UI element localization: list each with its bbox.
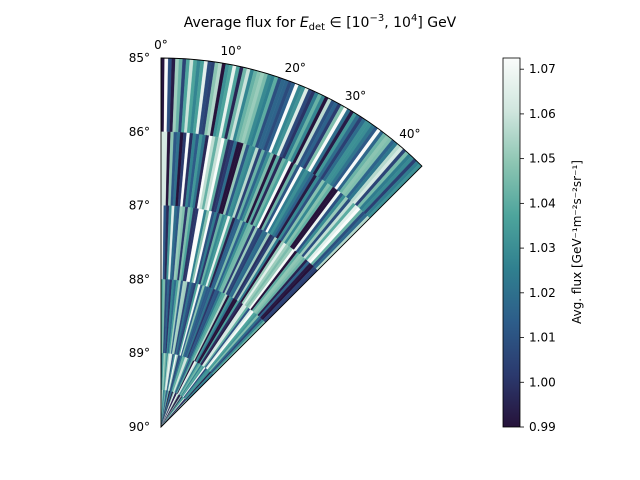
radial-tick-label: 85°: [129, 51, 150, 65]
colorbar-tick-label: 1.05: [529, 152, 556, 166]
colorbar-gradient: [502, 57, 521, 428]
colorbar-tick-label: 1.03: [529, 241, 556, 255]
radial-tick-label: 89°: [129, 346, 150, 360]
colorbar-tick-label: 1.00: [529, 375, 556, 389]
radial-tick-label: 88°: [129, 272, 150, 286]
colorbar-tick-label: 1.02: [529, 286, 556, 300]
colorbar: 0.99 1.00 1.01 1.02 1.03 1.04 1.05 1.06 1.07 Avg…: [502, 57, 584, 434]
colorbar-tick-label: 1.06: [529, 107, 556, 121]
colorbar-tick-label: 1.04: [529, 196, 556, 210]
chart-title: Average flux for Edet ∈ [10−3, 104] GeV: [184, 13, 457, 33]
theta-tick-label: 30°: [345, 89, 366, 103]
radial-tick-label: 86°: [129, 125, 150, 139]
colorbar-ticks: 0.99 1.00 1.01 1.02 1.03 1.04 1.05 1.06 1.07: [520, 62, 556, 434]
theta-tick-label: 0°: [154, 38, 168, 52]
colorbar-tick-label: 1.01: [529, 331, 556, 345]
theta-tick-label: 20°: [285, 61, 306, 75]
colorbar-tick-label: 0.99: [529, 420, 556, 434]
radial-tick-label: 90°: [129, 420, 150, 434]
polar-heatmap: [160, 57, 423, 429]
theta-tick-label: 10°: [221, 44, 242, 58]
sector-outline: [160, 57, 423, 429]
radial-tick-labels: 85° 86° 87° 88° 89° 90°: [129, 51, 150, 434]
colorbar-tick-label: 1.07: [529, 62, 556, 76]
radial-tick-label: 87°: [129, 199, 150, 213]
theta-tick-label: 40°: [399, 127, 420, 141]
colorbar-label: Avg. flux [GeV⁻¹m⁻²s⁻²sr⁻¹]: [570, 160, 584, 324]
theta-tick-labels: 0° 10° 20° 30° 40°: [154, 38, 420, 141]
